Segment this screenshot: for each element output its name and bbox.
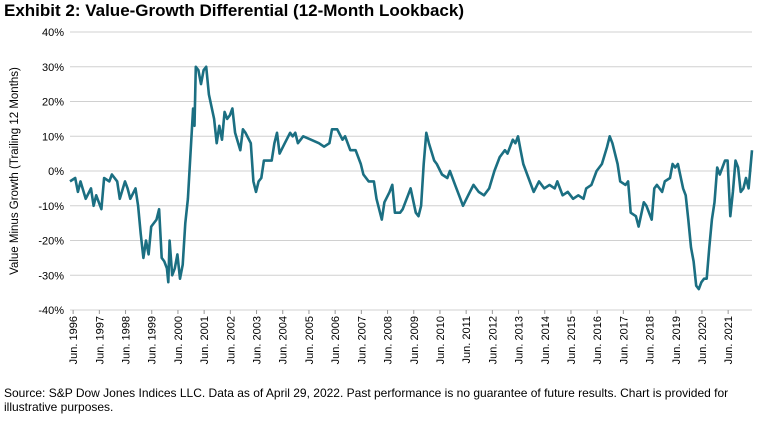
x-tick-label: Jun. 2006 — [330, 316, 342, 364]
y-tick-label: -10% — [38, 201, 64, 213]
x-tick-label: Jun. 2000 — [173, 316, 185, 364]
x-tick-label: Jun. 2010 — [435, 316, 447, 364]
x-tick-label: Jun. 2011 — [461, 316, 473, 364]
x-tick-label: Jun. 2014 — [540, 316, 552, 364]
x-tick-label: Jun. 2002 — [225, 316, 237, 364]
x-tick-label: Jun. 2016 — [592, 316, 604, 364]
y-tick-label: 40% — [42, 27, 64, 39]
x-tick-label: Jun. 2001 — [199, 316, 211, 364]
x-tick-label: Jun. 2018 — [645, 316, 657, 364]
x-tick-label: Jun. 2007 — [356, 316, 368, 364]
x-tick-label: Jun. 2003 — [252, 316, 264, 364]
x-tick-label: Jun. 2020 — [697, 316, 709, 364]
x-tick-label: Jun. 2008 — [383, 316, 395, 364]
y-tick-label: 0% — [48, 166, 64, 178]
x-tick-label: Jun. 2021 — [723, 316, 735, 364]
x-tick-label: Jun. 2009 — [409, 316, 421, 364]
x-tick-label: Jun. 2013 — [514, 316, 526, 364]
chart-title: Exhibit 2: Value-Growth Differential (12… — [4, 1, 464, 20]
x-tick-label: Jun. 2015 — [566, 316, 578, 364]
y-tick-label: 30% — [42, 62, 64, 74]
x-tick-label: Jun. 2012 — [487, 316, 499, 364]
value-growth-line — [69, 65, 754, 291]
x-tick-label: Jun. 2017 — [618, 316, 630, 364]
y-tick-label: -30% — [38, 270, 64, 282]
x-tick-label: Jun. 2019 — [671, 316, 683, 364]
y-axis-label: Value Minus Growth (Trailing 12 Months) — [9, 67, 21, 275]
chart: Exhibit 2: Value-Growth Differential (12… — [4, 1, 754, 364]
x-tick-label: Jun. 1999 — [147, 316, 159, 364]
source-note: Source: S&P Dow Jones Indices LLC. Data … — [4, 386, 729, 414]
x-tick-label: Jun. 2004 — [278, 316, 290, 364]
y-tick-label: -40% — [38, 305, 64, 317]
y-tick-label: 10% — [42, 131, 64, 143]
y-tick-label: -20% — [38, 236, 64, 248]
x-tick-label: Jun. 1998 — [121, 316, 133, 364]
y-tick-label: 20% — [42, 97, 64, 109]
x-tick-label: Jun. 1996 — [68, 316, 80, 364]
x-tick-label: Jun. 1997 — [94, 316, 106, 364]
x-tick-label: Jun. 2005 — [304, 316, 316, 364]
